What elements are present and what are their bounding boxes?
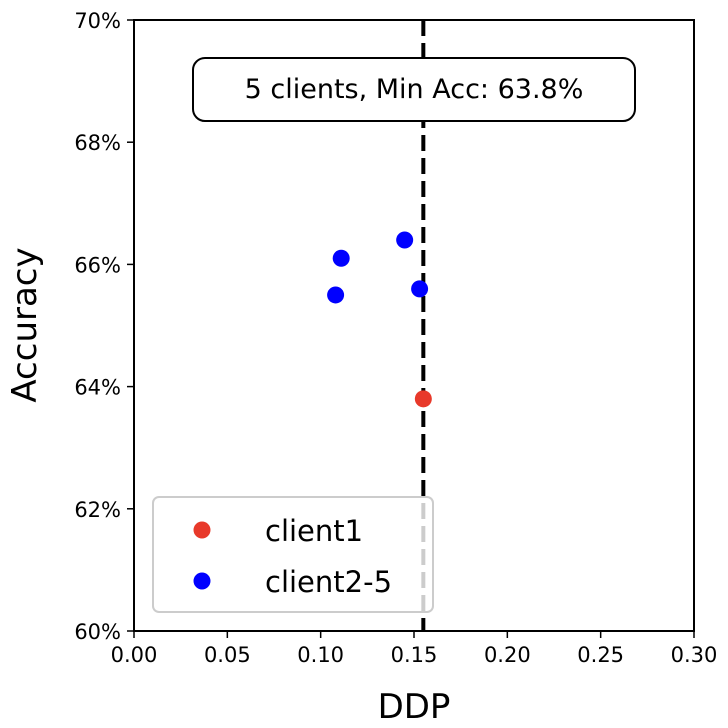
data-point-client1 xyxy=(414,390,432,408)
y-ticks: 60% 62% 64% 66% 68% 70% xyxy=(74,9,134,644)
y-tick-label: 62% xyxy=(74,498,121,522)
y-tick-label: 60% xyxy=(74,620,121,644)
x-tick-label: 0.20 xyxy=(484,643,531,667)
x-axis-label: DDP xyxy=(378,687,451,727)
x-ticks: 0.00 0.05 0.10 0.15 0.20 0.25 0.30 xyxy=(111,631,718,667)
y-tick-label: 66% xyxy=(74,253,121,277)
y-axis-label: Accuracy xyxy=(5,247,45,402)
y-tick-label: 64% xyxy=(74,376,121,400)
annotation-box xyxy=(192,57,636,122)
y-tick-label: 68% xyxy=(74,131,121,155)
x-tick-label: 0.25 xyxy=(577,643,624,667)
legend: client1 client2-5 xyxy=(152,496,434,613)
data-points xyxy=(327,231,432,408)
x-tick-label: 0.05 xyxy=(204,643,251,667)
x-tick-label: 0.30 xyxy=(671,643,718,667)
x-tick-label: 0.10 xyxy=(297,643,344,667)
legend-label-client2-5: client2-5 xyxy=(265,565,392,599)
data-point-client2-5 xyxy=(332,249,350,267)
x-tick-label: 0.00 xyxy=(111,643,158,667)
legend-box xyxy=(152,496,434,613)
y-tick-label: 70% xyxy=(74,9,121,33)
legend-marker-client1 xyxy=(193,521,211,539)
data-point-client2-5 xyxy=(327,286,345,304)
data-point-client2-5 xyxy=(396,231,414,249)
legend-label-client1: client1 xyxy=(265,514,363,548)
legend-marker-client2-5 xyxy=(193,572,211,590)
data-point-client2-5 xyxy=(411,280,429,298)
x-tick-label: 0.15 xyxy=(391,643,438,667)
annotation-text: 5 clients, Min Acc: 63.8% xyxy=(245,74,584,105)
annotation: 5 clients, Min Acc: 63.8% xyxy=(192,57,636,122)
